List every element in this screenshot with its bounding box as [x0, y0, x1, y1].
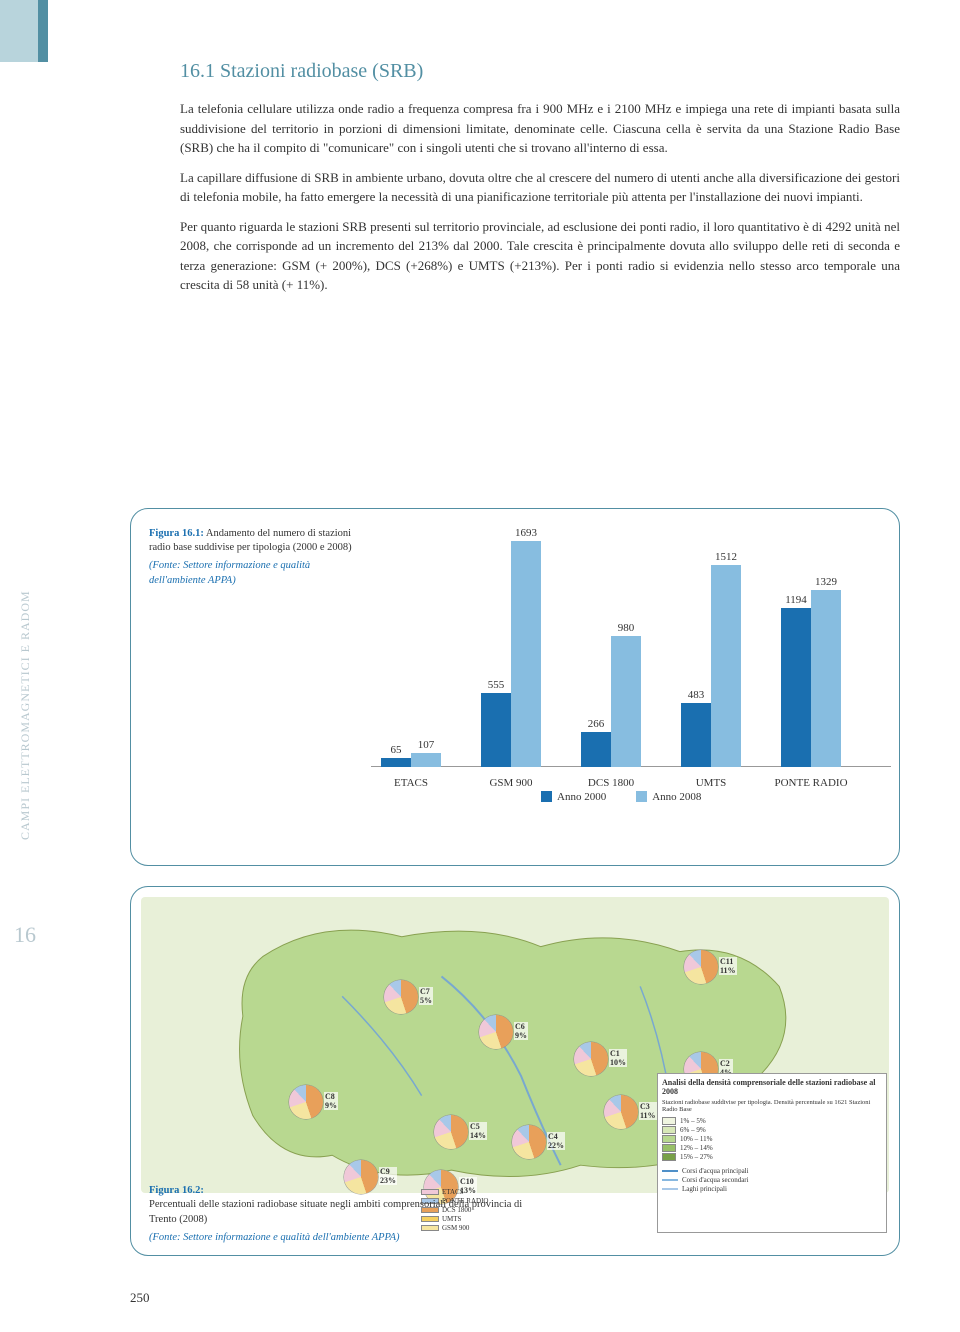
district-label: C69%	[514, 1022, 528, 1040]
category-label: ETACS	[371, 777, 451, 789]
figure-2-source: (Fonte: Settore informazione e qualità d…	[149, 1231, 549, 1245]
density-bin: 1% – 5%	[662, 1117, 882, 1125]
category-label: DCS 1800	[571, 777, 651, 789]
district-pie	[684, 950, 718, 984]
district-label: C75%	[419, 987, 433, 1005]
bar-value-label: 1512	[707, 551, 745, 563]
figure-2: C110%C24%C311%C422%C514%C69%C75%C89%C923…	[130, 886, 900, 1256]
bar	[581, 732, 611, 767]
district-pie	[434, 1115, 468, 1149]
district-label: C514%	[469, 1122, 487, 1140]
sidebar-label: CAMPI ELETTROMAGNETICI E RADOM	[18, 590, 33, 840]
category-label: PONTE RADIO	[771, 777, 851, 789]
bar	[481, 693, 511, 767]
paragraph: La telefonia cellulare utilizza onde rad…	[180, 99, 900, 158]
section-title: 16.1 Stazioni radiobase (SRB)	[180, 60, 900, 83]
bar	[611, 636, 641, 767]
map-legend-subtitle: Stazioni radiobase suddivise per tipolog…	[662, 1099, 882, 1113]
density-bin: 15% – 27%	[662, 1153, 882, 1161]
sidebar-number: 16	[14, 922, 36, 948]
district-pie	[479, 1015, 513, 1049]
bar-value-label: 980	[607, 622, 645, 634]
legend-item: Anno 2000	[531, 791, 606, 803]
bar	[411, 753, 441, 767]
density-bin: 10% – 11%	[662, 1135, 882, 1143]
district-pie	[384, 980, 418, 1014]
line-legend-item: Corsi d'acqua principali	[662, 1167, 882, 1175]
legend-item: Anno 2008	[626, 791, 701, 803]
bar-value-label: 1693	[507, 527, 545, 539]
paragraph: La capillare diffusione di SRB in ambien…	[180, 168, 900, 207]
figure-2-title: Percentuali delle stazioni radiobase sit…	[149, 1199, 522, 1224]
figure-1-caption: Figura 16.1: Andamento del numero di sta…	[149, 527, 359, 588]
bar	[681, 703, 711, 767]
category-label: UMTS	[671, 777, 751, 789]
chart-legend: Anno 2000 Anno 2008	[521, 791, 711, 806]
bar-value-label: 1329	[807, 576, 845, 588]
bar-chart: Anno 2000Anno 2008 65107ETACS5551693GSM …	[381, 527, 881, 807]
line-legend-item: Laghi principali	[662, 1185, 882, 1193]
main-content: 16.1 Stazioni radiobase (SRB) La telefon…	[180, 60, 900, 305]
district-pie	[604, 1095, 638, 1129]
district-label: C422%	[547, 1132, 565, 1150]
district-label: C923%	[379, 1167, 397, 1185]
figure-1: Figura 16.1: Andamento del numero di sta…	[130, 508, 900, 866]
density-bins: 1% – 5%6% – 9%10% – 11%12% – 14%15% – 27…	[662, 1117, 882, 1161]
bar-value-label: 266	[577, 718, 615, 730]
decorative-tab-inner	[0, 0, 38, 62]
density-bin: 12% – 14%	[662, 1144, 882, 1152]
district-label: C89%	[324, 1092, 338, 1110]
bar	[511, 541, 541, 767]
figure-1-source: (Fonte: Settore informazione e qualità d…	[149, 559, 359, 587]
district-pie	[289, 1085, 323, 1119]
map-legend-title: Analisi della densità comprensoriale del…	[662, 1078, 882, 1096]
bar	[711, 565, 741, 767]
density-bin: 6% – 9%	[662, 1126, 882, 1134]
district-label: C1111%	[719, 957, 737, 975]
line-legend-item: Corsi d'acqua secondari	[662, 1176, 882, 1184]
district-pie	[512, 1125, 546, 1159]
figure-2-caption: Figura 16.2: Percentuali delle stazioni …	[149, 1184, 549, 1245]
category-label: GSM 900	[471, 777, 551, 789]
bar	[781, 608, 811, 767]
figure-1-label: Figura 16.1:	[149, 528, 204, 539]
page-number: 250	[130, 1290, 150, 1306]
line-legend: Corsi d'acqua principaliCorsi d'acqua se…	[662, 1167, 882, 1193]
body-text: La telefonia cellulare utilizza onde rad…	[180, 99, 900, 295]
district-label: C311%	[639, 1102, 657, 1120]
bar-value-label: 555	[477, 679, 515, 691]
bar-value-label: 107	[407, 739, 445, 751]
figure-2-label: Figura 16.2:	[149, 1185, 204, 1196]
bar	[381, 758, 411, 767]
map-density-legend: Analisi della densità comprensoriale del…	[657, 1073, 887, 1233]
district-pie	[574, 1042, 608, 1076]
paragraph: Per quanto riguarda le stazioni SRB pres…	[180, 217, 900, 295]
bar	[811, 590, 841, 767]
bar-value-label: 483	[677, 689, 715, 701]
bar-value-label: 1194	[777, 594, 815, 606]
district-label: C110%	[609, 1049, 627, 1067]
